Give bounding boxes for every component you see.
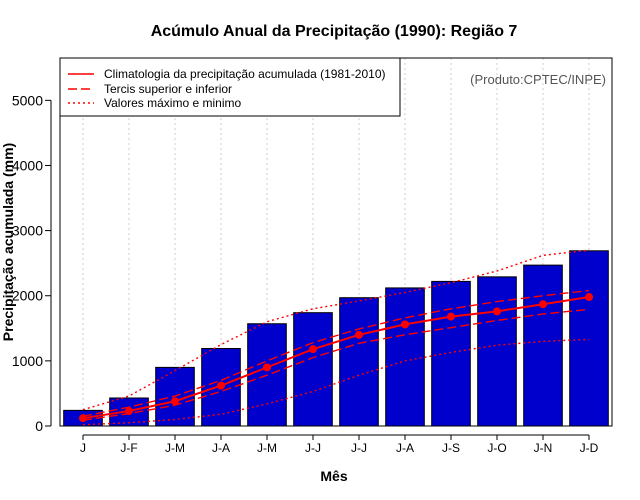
bar — [385, 287, 425, 427]
y-tick-label: 0 — [35, 418, 43, 434]
series-point — [263, 363, 271, 372]
series-point — [217, 381, 225, 390]
x-tick-label: J-M — [165, 441, 185, 455]
x-tick-label: J-F — [120, 441, 137, 455]
x-axis: J J-F J-M J-A J-M J-J J-J J-A J-S J-O J-N J-D — [80, 434, 599, 455]
x-tick-label: J-O — [487, 441, 506, 455]
legend-label-climatologia: Climatologia da precipitação acumulada (… — [104, 67, 386, 81]
series-point — [539, 300, 547, 309]
legend: Climatologia da precipitação acumulada (… — [59, 57, 401, 117]
x-axis-title: Mês — [320, 468, 347, 484]
series-point — [171, 397, 179, 406]
series-point — [447, 312, 455, 321]
lines — [79, 249, 593, 426]
bar — [431, 280, 471, 427]
x-tick-label: J-J — [305, 441, 321, 455]
y-tick-label: 4000 — [12, 157, 43, 173]
legend-box — [59, 57, 401, 117]
series-point — [309, 345, 317, 354]
y-tick-label: 3000 — [12, 223, 43, 239]
bar — [523, 264, 563, 427]
x-tick-label: J-D — [580, 441, 599, 455]
credit-text: (Produto:CPTEC/INPE) — [470, 72, 606, 87]
bars — [63, 250, 609, 427]
legend-label-tercis: Tercis superior e inferior — [104, 82, 232, 96]
y-tick-label: 1000 — [12, 353, 43, 369]
bar — [293, 312, 333, 427]
series-line — [82, 296, 590, 420]
x-tick-label: J-M — [257, 441, 277, 455]
x-tick-label: J-A — [212, 441, 230, 455]
x-tick-label: J-N — [534, 441, 553, 455]
y-axis-title: Precipitação acumulada (mm) — [0, 143, 16, 341]
bar — [569, 250, 609, 427]
series-point — [585, 293, 593, 302]
x-tick-label: J-J — [351, 441, 367, 455]
series-point — [401, 320, 409, 329]
legend-label-extremos: Valores máximo e minimo — [104, 96, 241, 110]
series-point — [125, 407, 133, 416]
y-tick-label: 2000 — [12, 288, 43, 304]
series-line — [82, 338, 590, 426]
series-line — [82, 308, 590, 421]
bar — [339, 297, 379, 427]
series-point — [355, 330, 363, 339]
x-tick-label: J-S — [442, 441, 460, 455]
series-line — [82, 249, 590, 411]
y-tick-label: 5000 — [12, 92, 43, 108]
chart-title: Acúmulo Anual da Precipitação (1990): Re… — [151, 23, 518, 40]
x-tick-label: J — [80, 441, 86, 455]
y-axis: 0 1000 2000 3000 4000 5000 — [12, 92, 52, 434]
series-line — [82, 289, 590, 417]
x-tick-label: J-A — [396, 441, 414, 455]
series-point — [493, 307, 501, 316]
